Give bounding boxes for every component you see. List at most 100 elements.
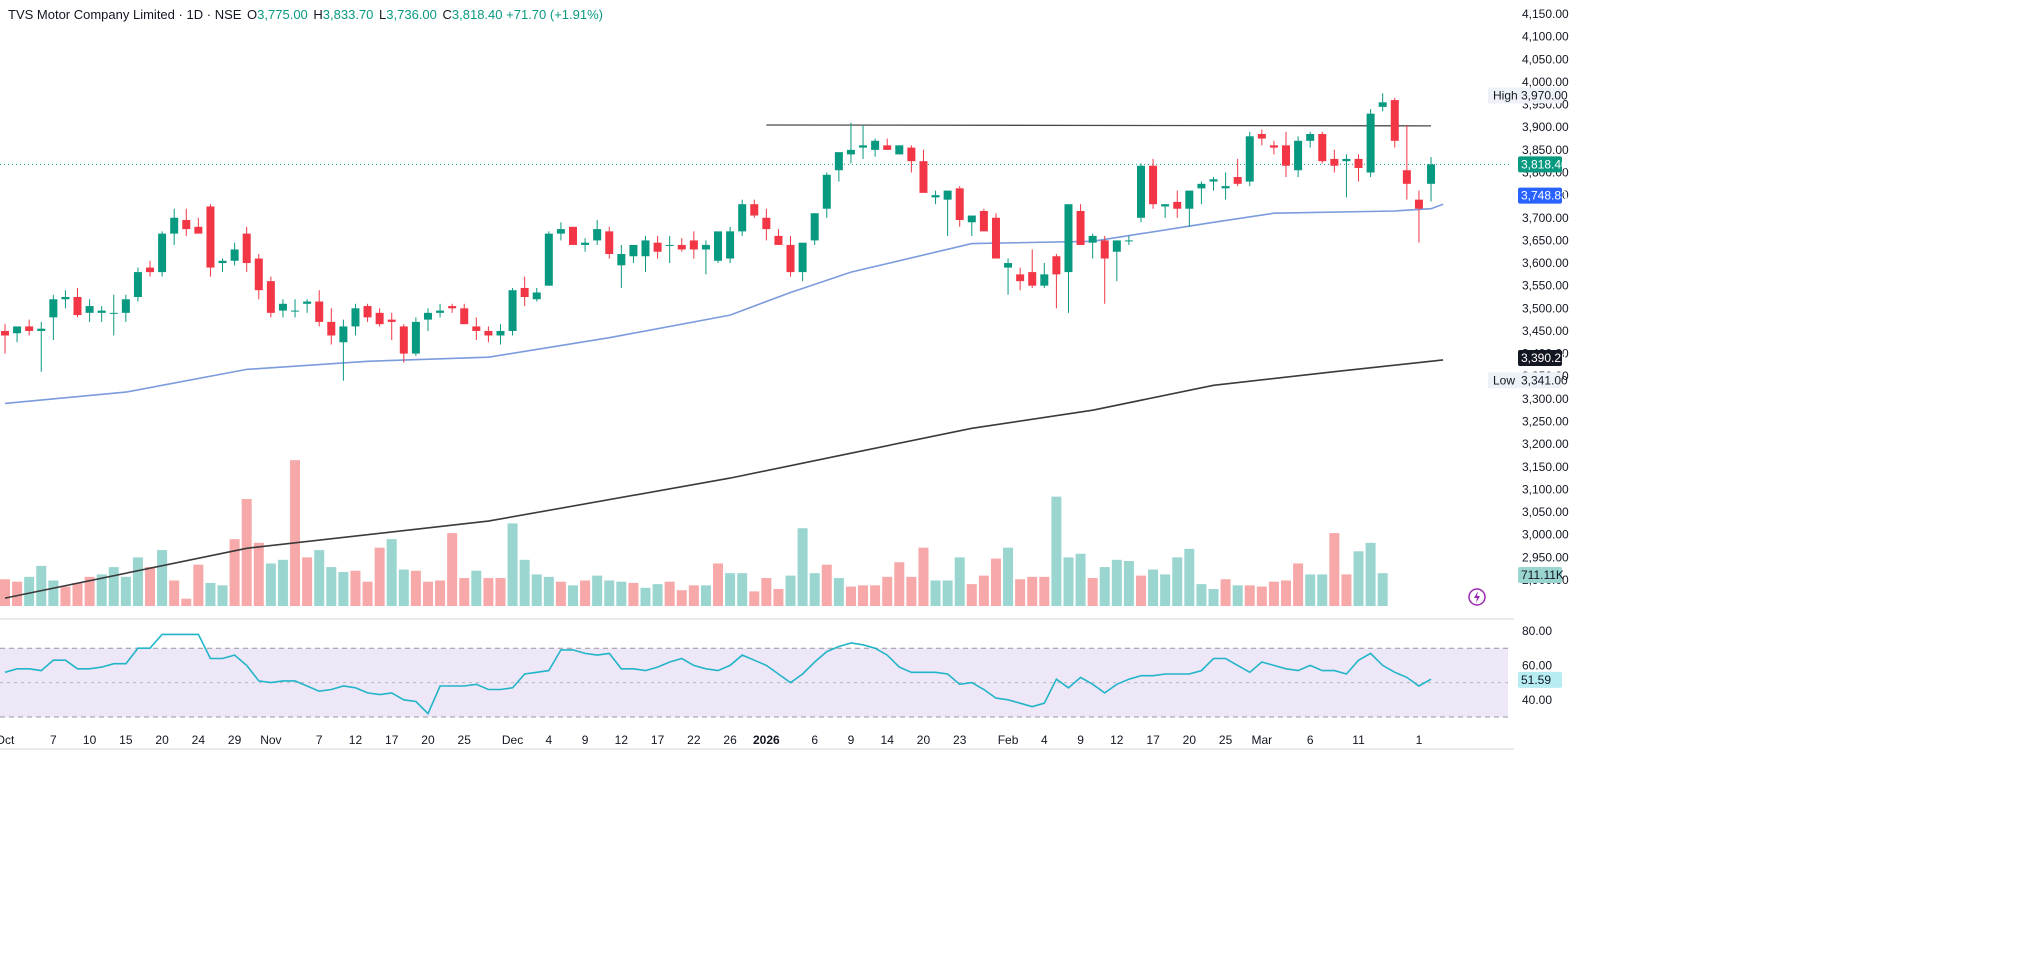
candle — [762, 208, 771, 241]
candle-body — [593, 229, 602, 241]
volume-bar — [688, 585, 699, 606]
low-badge-label-bg — [1488, 372, 1518, 389]
candle — [230, 242, 239, 266]
price-tick-label: 2,950.00 — [1522, 550, 1569, 564]
volume-bar — [1341, 574, 1352, 606]
candle — [1306, 131, 1315, 148]
time-tick-label: Nov — [260, 733, 281, 747]
candle-body — [472, 326, 481, 331]
candle-body — [1282, 145, 1291, 166]
volume-bar — [217, 585, 228, 606]
high-badge-label: High — [1493, 89, 1518, 103]
price-tick-label: 4,150.00 — [1522, 7, 1569, 21]
volume-bar — [350, 570, 361, 606]
symbol-header[interactable]: TVS Motor Company Limited · 1D · NSE O3,… — [8, 7, 603, 22]
volume-bar — [1051, 496, 1062, 606]
candle-body — [460, 308, 469, 325]
candle — [714, 231, 723, 264]
candle-body — [1233, 177, 1242, 184]
candle — [315, 290, 324, 327]
volume-bar — [72, 582, 83, 606]
candle — [158, 231, 167, 277]
time-axis[interactable]: Oct 7 10 15 20 24 29 Nov 7 12 17 20 25 Dec 4 9 12 17 22 26 2… — [0, 733, 1423, 747]
volume-bar — [1160, 574, 1171, 606]
candle-body — [1378, 102, 1387, 107]
candle — [266, 276, 275, 318]
candle-body — [1052, 256, 1061, 275]
candle — [1282, 131, 1291, 178]
volume-bar — [640, 587, 651, 606]
candle — [1318, 131, 1327, 164]
rsi-line — [4, 633, 1432, 715]
ma200-badge-value: 3,390.21 — [1521, 351, 1568, 365]
candle-body — [581, 242, 590, 245]
candle-body — [484, 330, 493, 336]
candle — [1161, 204, 1170, 218]
volume-bar — [918, 547, 929, 606]
candle — [13, 326, 22, 343]
volume-bar — [942, 580, 953, 606]
price-tick-label: 3,100.00 — [1522, 482, 1569, 496]
candle — [1414, 190, 1423, 243]
candles[interactable] — [1, 93, 1436, 381]
candle-body — [931, 195, 940, 198]
candle — [1004, 258, 1013, 295]
volume-bar — [1377, 573, 1388, 606]
candle — [605, 226, 614, 259]
volume-bar — [1281, 580, 1292, 606]
candle-body — [1342, 158, 1351, 162]
candle-body — [1004, 263, 1013, 268]
volume-bar — [277, 559, 288, 606]
candle-body — [895, 145, 904, 155]
candle-body — [1427, 164, 1436, 184]
candle — [786, 235, 795, 277]
volume-bar — [1148, 569, 1159, 606]
candle — [1112, 240, 1121, 282]
candle-body — [544, 233, 553, 286]
candle-body — [1076, 210, 1085, 245]
candle — [726, 226, 735, 264]
candle — [436, 303, 445, 318]
candle — [448, 303, 457, 313]
candle — [351, 303, 360, 336]
candle-body — [907, 147, 916, 162]
candle-body — [701, 244, 710, 250]
time-tick-label: 23 — [953, 733, 967, 747]
candle-body — [520, 287, 529, 297]
last-price-badge-bg — [1518, 156, 1562, 173]
candle-body — [363, 306, 372, 318]
moving-averages — [0, 124, 1512, 599]
time-tick-label: 26 — [723, 733, 737, 747]
candle — [1185, 190, 1194, 227]
candle-body — [1354, 158, 1363, 168]
candle-body — [1161, 204, 1170, 207]
lightning-icon[interactable] — [1468, 588, 1486, 606]
candle-body — [146, 267, 155, 273]
volume-bar — [398, 569, 409, 606]
volume-bar — [616, 581, 627, 606]
volume-bar — [1220, 579, 1231, 606]
time-tick-label: 25 — [1219, 733, 1233, 747]
candle — [653, 235, 662, 259]
candle-body — [133, 272, 142, 297]
candle-body — [1040, 274, 1049, 286]
candle-body — [206, 206, 215, 268]
price-tick-label: 3,850.00 — [1522, 143, 1569, 157]
candle — [774, 229, 783, 245]
candle — [907, 145, 916, 173]
candle-body — [568, 226, 577, 245]
symbol-name: TVS Motor Company Limited — [8, 7, 175, 22]
price-tick-label: 3,700.00 — [1522, 211, 1569, 225]
volume-bar — [1184, 548, 1195, 606]
candle — [871, 138, 880, 157]
volume-bar — [241, 499, 252, 606]
time-tick-label: 29 — [228, 733, 242, 747]
interval: 1D — [186, 7, 204, 22]
candle — [1378, 93, 1387, 112]
candle-body — [13, 326, 22, 334]
volume-bar — [145, 567, 156, 606]
time-tick-label: 20 — [917, 733, 931, 747]
candle — [859, 124, 868, 159]
candle-body — [677, 244, 686, 250]
